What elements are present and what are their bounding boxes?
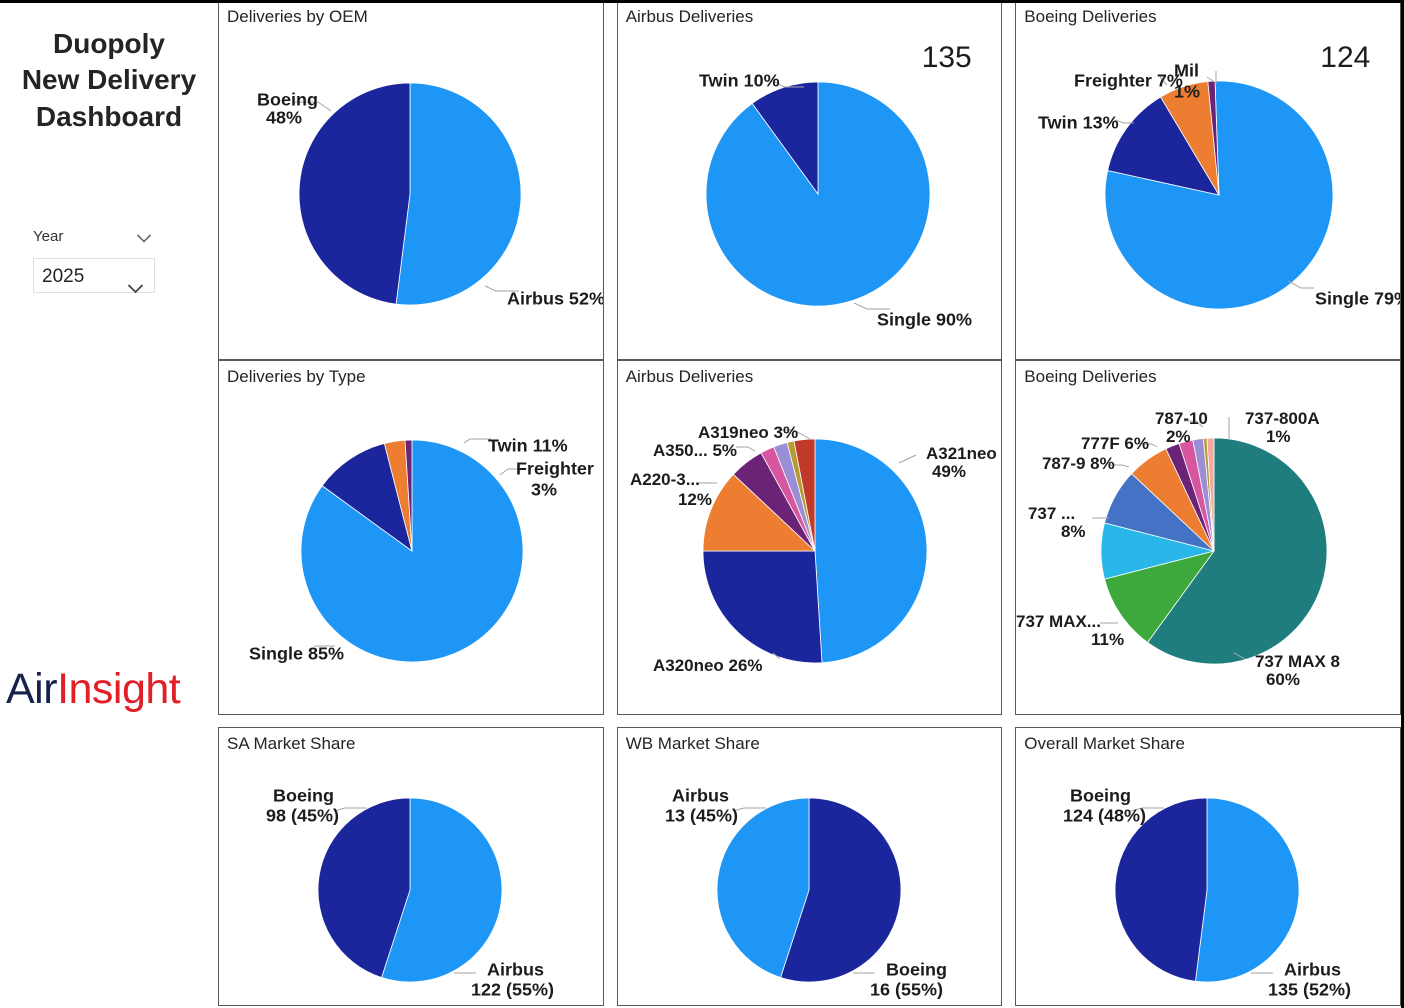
svg-text:8%: 8% — [1061, 522, 1086, 541]
svg-text:Twin 13%: Twin 13% — [1038, 112, 1119, 132]
svg-text:Mil: Mil — [1174, 60, 1199, 80]
svg-text:11%: 11% — [1091, 630, 1124, 649]
svg-text:1%: 1% — [1174, 81, 1200, 101]
svg-text:Single 79%: Single 79% — [1315, 288, 1401, 308]
svg-text:A321neo: A321neo — [926, 444, 997, 463]
svg-text:A319neo 3%: A319neo 3% — [698, 423, 798, 442]
svg-text:135 (52%): 135 (52%) — [1268, 979, 1351, 999]
svg-text:12%: 12% — [678, 490, 712, 509]
svg-text:16 (55%): 16 (55%) — [870, 979, 943, 999]
svg-text:Airbus 52%: Airbus 52% — [507, 288, 604, 308]
svg-text:A220-3...: A220-3... — [630, 470, 700, 489]
svg-text:737 MAX 8: 737 MAX 8 — [1255, 652, 1340, 671]
svg-text:13 (45%): 13 (45%) — [665, 805, 738, 825]
svg-text:3%: 3% — [531, 479, 557, 499]
svg-text:Airbus: Airbus — [672, 785, 729, 805]
svg-text:Boeing: Boeing — [273, 785, 334, 805]
svg-text:124 (48%): 124 (48%) — [1063, 805, 1146, 825]
svg-text:787-9 8%: 787-9 8% — [1042, 454, 1115, 473]
svg-text:60%: 60% — [1266, 670, 1300, 689]
svg-text:A320neo 26%: A320neo 26% — [653, 656, 763, 675]
svg-text:Boeing: Boeing — [886, 959, 947, 979]
svg-text:Twin 10%: Twin 10% — [699, 70, 780, 90]
svg-text:737 MAX...: 737 MAX... — [1016, 612, 1101, 631]
svg-text:Freighter: Freighter — [516, 458, 594, 478]
svg-text:777F 6%: 777F 6% — [1081, 434, 1149, 453]
svg-text:Freighter 7%: Freighter 7% — [1074, 70, 1183, 90]
svg-text:Twin 11%: Twin 11% — [488, 435, 568, 455]
svg-text:Airbus: Airbus — [487, 959, 544, 979]
svg-text:Airbus: Airbus — [1284, 959, 1341, 979]
svg-text:737-800A: 737-800A — [1245, 409, 1320, 428]
svg-text:48%: 48% — [266, 107, 302, 127]
svg-text:98 (45%): 98 (45%) — [266, 805, 339, 825]
svg-text:787-10: 787-10 — [1155, 409, 1208, 428]
svg-text:2%: 2% — [1166, 427, 1191, 446]
svg-text:A350... 5%: A350... 5% — [653, 441, 737, 460]
svg-text:Single 85%: Single 85% — [249, 643, 344, 663]
svg-text:Boeing: Boeing — [1070, 785, 1131, 805]
svg-text:737 ...: 737 ... — [1028, 504, 1075, 523]
svg-text:1%: 1% — [1266, 427, 1291, 446]
svg-text:122 (55%): 122 (55%) — [471, 979, 554, 999]
svg-text:Single 90%: Single 90% — [877, 309, 972, 329]
svg-text:49%: 49% — [932, 462, 966, 481]
